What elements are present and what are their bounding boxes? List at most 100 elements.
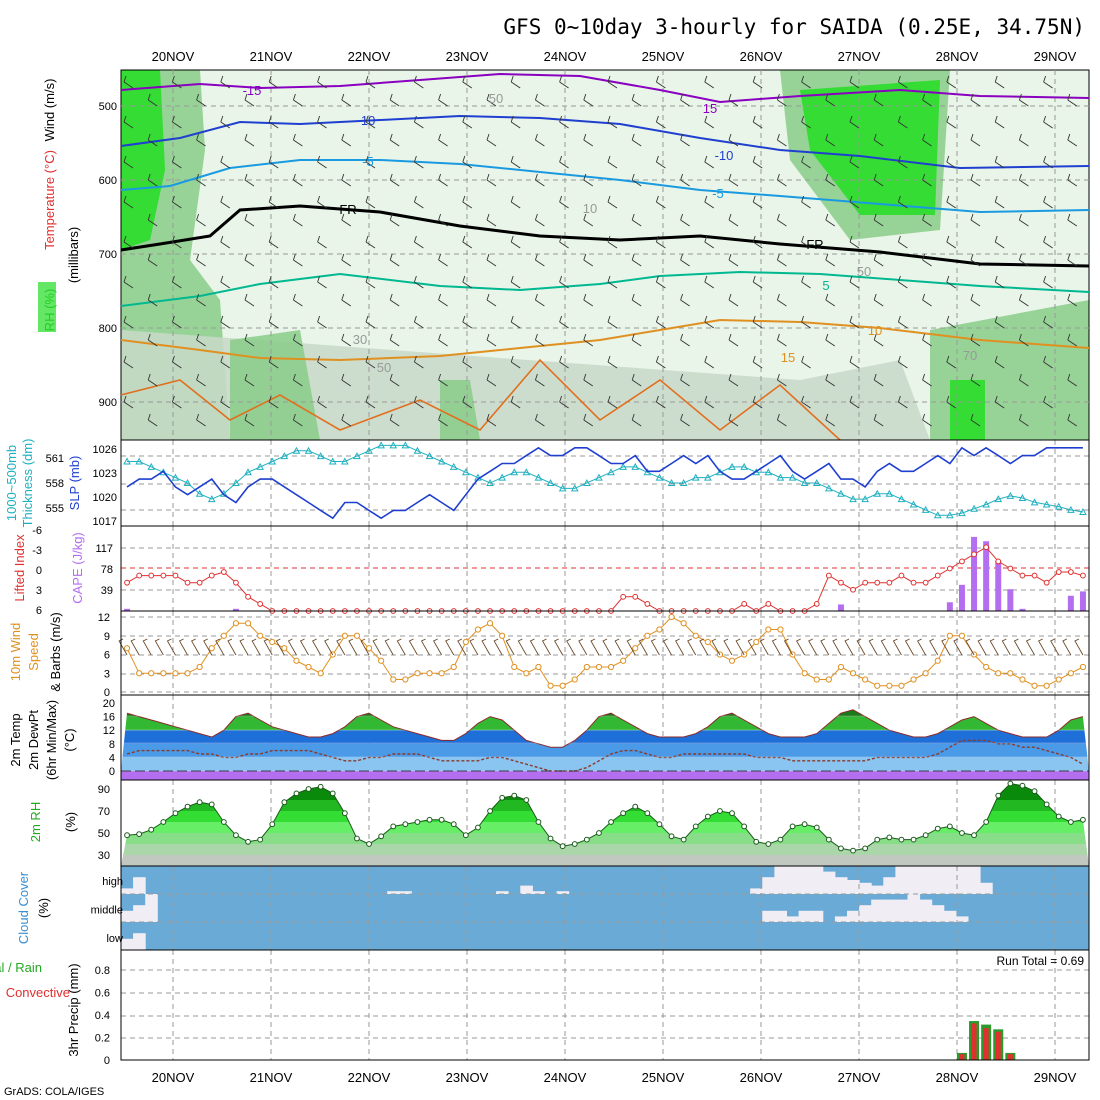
cloud-cell [774, 910, 787, 922]
wind-barb [486, 253, 497, 267]
rh-marker [305, 786, 312, 792]
wind-barb [607, 355, 618, 369]
wind-speed-marker [1067, 670, 1074, 677]
wind-barb [1067, 333, 1078, 347]
thickness-marker [268, 457, 277, 465]
wind-barb [946, 395, 957, 409]
thickness-marker [631, 462, 640, 470]
wind-barb [292, 293, 303, 307]
wind-barb [849, 195, 860, 209]
wind-barb [244, 93, 255, 107]
wind-speed-marker [1043, 682, 1050, 689]
wind-barb [680, 253, 690, 267]
panel-label: 1000~500mb [4, 445, 19, 521]
wind-barb [607, 395, 618, 409]
wind-barb [771, 638, 781, 656]
wind-barb [970, 373, 981, 387]
wind-barb [801, 275, 811, 289]
wind-speed-marker [172, 670, 179, 677]
rh-marker [874, 836, 881, 843]
wind-barb [534, 293, 545, 307]
wind-barb [1043, 195, 1053, 209]
rh-region [121, 330, 930, 440]
panel-frame [120, 439, 1090, 527]
wind-barb [1018, 213, 1029, 227]
wind-barb [171, 235, 182, 249]
rh-band [121, 800, 1089, 811]
panel-label: (%) [36, 898, 51, 918]
cloud-cell [968, 866, 981, 894]
wind-barb [897, 355, 908, 369]
wind-barb [147, 173, 158, 187]
rh-marker [535, 819, 542, 825]
wind-barb [317, 75, 327, 89]
wind-barb [607, 195, 618, 209]
lifted-index-marker [620, 593, 627, 600]
thickness-marker [1006, 491, 1015, 499]
lifted-index-marker [1067, 569, 1074, 575]
precip-tick-label: 0.4 [95, 1010, 110, 1022]
rh-marker [571, 841, 578, 847]
wind-barb [704, 275, 715, 289]
rh-marker [1043, 801, 1050, 808]
thickness-marker [837, 489, 845, 497]
wind-barb [711, 638, 721, 656]
thickness-tick-label: 555 [46, 503, 64, 515]
wind-barb [583, 93, 594, 107]
wind-speed-marker [934, 657, 941, 664]
lifted-index-marker [220, 569, 227, 575]
wind-speed-marker [837, 663, 845, 671]
rh-marker [450, 821, 457, 828]
cloud-cell [895, 899, 908, 922]
wind-speed-marker [680, 620, 687, 627]
lifted-index-marker [983, 544, 990, 551]
lifted-index-line [126, 546, 1084, 612]
thickness-marker [728, 462, 736, 470]
wind-barb [244, 253, 255, 267]
temp-tick-label: 12 [103, 725, 115, 737]
lifted-index-marker [995, 558, 1002, 565]
wind-barb [801, 155, 811, 169]
wind-barb [801, 115, 811, 129]
wind-barb [680, 133, 690, 147]
slp-tick-label: 1020 [93, 492, 117, 504]
wind-barb [365, 395, 376, 409]
date-label: 26NOV [740, 49, 783, 64]
wind-speed-marker [571, 676, 578, 683]
rh-band [121, 855, 1089, 866]
wind-barb [631, 93, 642, 107]
cloud-cell [520, 885, 533, 894]
precip-convective-bar [995, 1031, 1001, 1060]
wind-barb [559, 355, 569, 369]
thickness-marker [897, 495, 906, 503]
wind-barb [680, 373, 690, 387]
wind-barb [655, 355, 666, 369]
wind-barb [704, 195, 715, 209]
contour-label: -10 [357, 113, 376, 128]
wind-barb [196, 253, 206, 267]
wind-barb [147, 93, 158, 107]
date-label: 29NOV [1034, 1070, 1077, 1085]
precip-tick-label: 0.6 [95, 988, 110, 1000]
wind-barb [438, 373, 448, 387]
date-label: 20NOV [152, 1070, 195, 1085]
cape-tick-label: 39 [101, 585, 113, 597]
cloud-cell [980, 882, 993, 894]
rh-marker [559, 843, 566, 850]
cloud-cell [895, 866, 908, 894]
wind-barb [873, 373, 884, 387]
wind-barb [1018, 413, 1029, 427]
wind-barb [292, 373, 303, 387]
lifted-index-marker [184, 579, 191, 586]
lifted-index-marker [1080, 572, 1086, 579]
wind-barb [728, 93, 739, 107]
wind-barb [481, 638, 491, 656]
thickness-marker [207, 495, 216, 503]
wind-barb [147, 293, 158, 307]
wind-barb [365, 355, 376, 369]
wind-barb [946, 315, 957, 329]
lifted-index-marker [922, 579, 929, 586]
wind-barb [341, 333, 352, 347]
wind-barb [438, 253, 448, 267]
precip-convective-bar [1007, 1054, 1013, 1060]
